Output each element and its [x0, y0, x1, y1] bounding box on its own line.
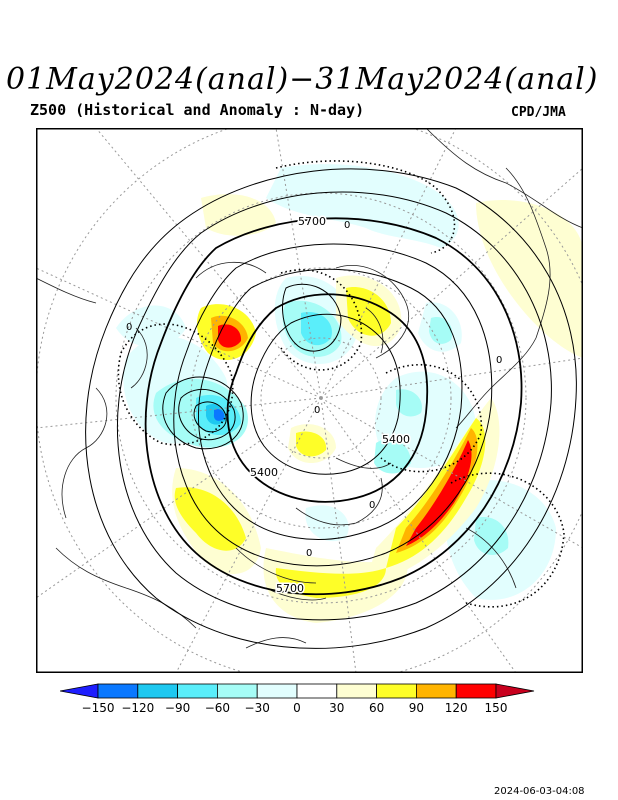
legend-tick-label: −60	[205, 701, 230, 715]
legend-tick-label: 0	[293, 701, 301, 715]
contour-label: 0	[369, 500, 375, 511]
legend-tick-label: −120	[121, 701, 154, 715]
legend-color-swatch	[216, 683, 258, 699]
coastlines	[36, 128, 583, 649]
legend-tick-label: 150	[485, 701, 508, 715]
map-title: 01May2024(anal)−31May2024(anal)	[6, 62, 599, 97]
contour-label: 0	[126, 322, 132, 333]
contour-label: 5700	[276, 582, 304, 595]
legend-tick-label: 60	[369, 701, 384, 715]
zero-anomaly-contours	[117, 160, 565, 608]
legend-color-swatch	[495, 683, 535, 699]
legend-tick-label: 120	[445, 701, 468, 715]
legend-color-swatch	[137, 683, 179, 699]
legend-color-swatch	[60, 683, 99, 699]
legend-tick-label: −150	[82, 701, 115, 715]
color-legend: −150 −120 −90 −60 −30 0 30 60 90 120 150	[60, 683, 535, 715]
anomaly-shading	[116, 164, 583, 623]
legend-tick-label: 90	[409, 701, 424, 715]
contour-label: 0	[314, 405, 320, 416]
contour-label: 0	[496, 355, 502, 366]
legend-tick-label: 30	[329, 701, 344, 715]
legend-color-swatch	[256, 683, 298, 699]
legend-color-swatch	[296, 683, 338, 699]
map-frame	[36, 128, 583, 673]
contour-label: 5400	[250, 466, 278, 479]
timestamp: 2024-06-03-04:08	[494, 786, 585, 797]
z500-map: 5700 5700 5400 5400 0 0 0 0 0 0	[36, 128, 583, 673]
legend-color-swatch	[455, 683, 497, 699]
legend-color-swatch	[336, 683, 377, 699]
legend-color-swatch	[177, 683, 218, 699]
height-contours	[85, 168, 577, 649]
contour-labels: 5700 5700 5400 5400 0 0 0 0 0 0	[126, 214, 502, 597]
legend-color-swatch	[376, 683, 417, 699]
contour-label: 5400	[382, 433, 410, 446]
contour-label: 5700	[298, 215, 326, 228]
legend-color-swatch	[97, 683, 139, 699]
legend-tick-label: −90	[165, 701, 190, 715]
legend-tick-label: −30	[245, 701, 270, 715]
legend-color-swatch	[415, 683, 457, 699]
map-subtitle: Z500 (Historical and Anomaly : N-day)	[30, 101, 365, 119]
contour-label: 0	[344, 220, 350, 231]
contour-label: 0	[306, 548, 312, 559]
agency-label: CPD/JMA	[511, 105, 566, 120]
